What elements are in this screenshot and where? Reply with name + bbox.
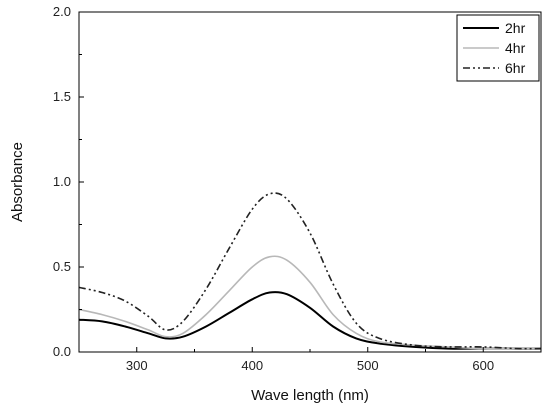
x-axis-title: Wave length (nm) (251, 387, 369, 404)
y-tick-label: 2.0 (53, 4, 71, 19)
x-tick-label: 500 (357, 358, 379, 373)
x-tick-label: 300 (126, 358, 148, 373)
y-tick-label: 0.5 (53, 259, 71, 274)
series-layer (78, 192, 542, 350)
legend-label: 6hr (505, 60, 526, 76)
x-tick-label: 400 (241, 358, 263, 373)
y-tick-label: 0.0 (53, 344, 71, 359)
legend: 2hr 4hr 6hr (456, 14, 540, 82)
y-tick-label: 1.5 (53, 89, 71, 104)
x-axis: 300 400 500 600 (78, 347, 542, 373)
series-line-2hr (78, 290, 541, 350)
series-line-6hr (78, 192, 542, 350)
series-line-4hr (78, 255, 541, 350)
y-axis-title: Absorbance (9, 142, 26, 222)
legend-label: 2hr (505, 20, 526, 36)
y-tick-label: 1.0 (53, 174, 71, 189)
legend-label: 4hr (505, 40, 526, 56)
y-axis: 0.0 0.5 1.0 1.5 2.0 (53, 4, 84, 359)
x-tick-label: 600 (472, 358, 494, 373)
